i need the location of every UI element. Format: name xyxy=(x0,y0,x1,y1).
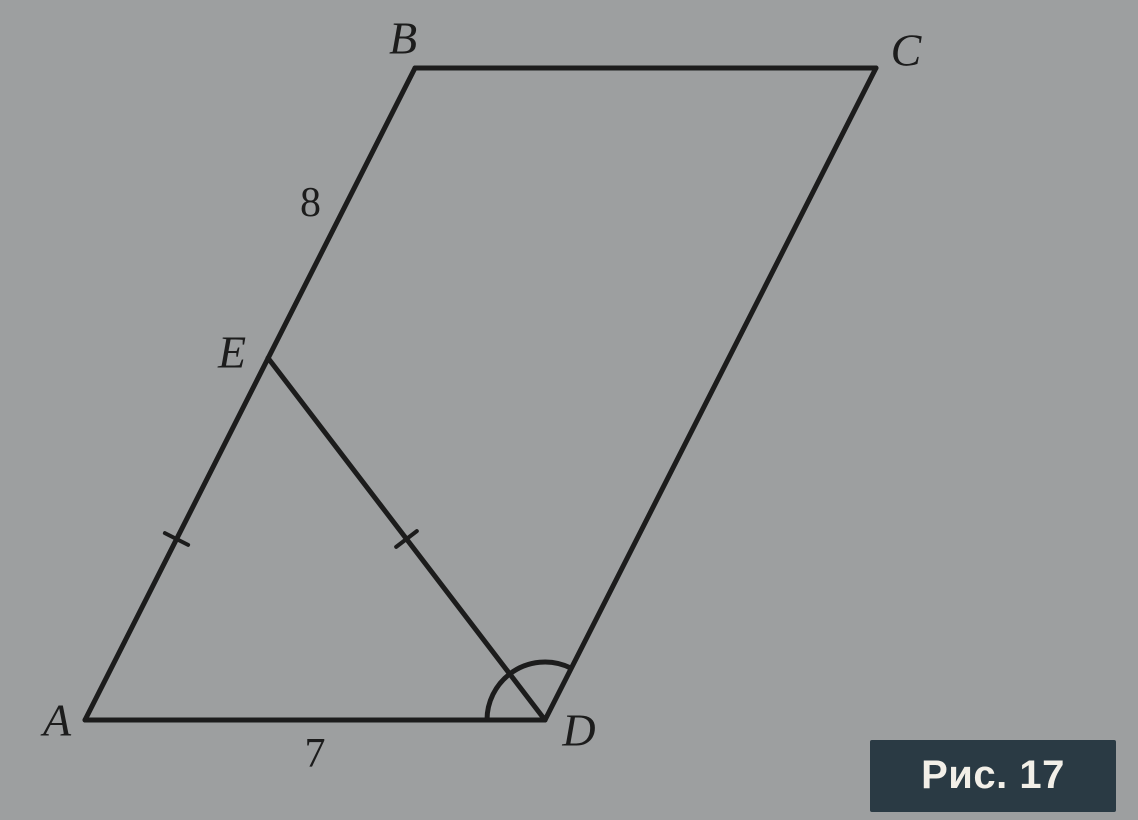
figure-caption-box: Рис. 17 xyxy=(870,740,1116,812)
vertex-label-D: D xyxy=(562,704,595,757)
geometry-svg xyxy=(0,0,1138,820)
vertex-label-A: A xyxy=(43,694,71,747)
angle-arc-ADE xyxy=(487,674,510,720)
vertex-label-B: B xyxy=(389,12,417,65)
vertex-label-C: C xyxy=(891,24,922,77)
segment-label-7: 7 xyxy=(305,730,326,778)
segment-label-8: 8 xyxy=(300,179,321,227)
angle-arc-EDC xyxy=(510,662,572,674)
edge-CD xyxy=(545,68,876,720)
diagram-container: A B C D E 8 7 Рис. 17 xyxy=(0,0,1138,820)
edge-AB xyxy=(85,68,415,720)
figure-caption: Рис. 17 xyxy=(921,753,1065,798)
vertex-label-E: E xyxy=(218,326,246,379)
